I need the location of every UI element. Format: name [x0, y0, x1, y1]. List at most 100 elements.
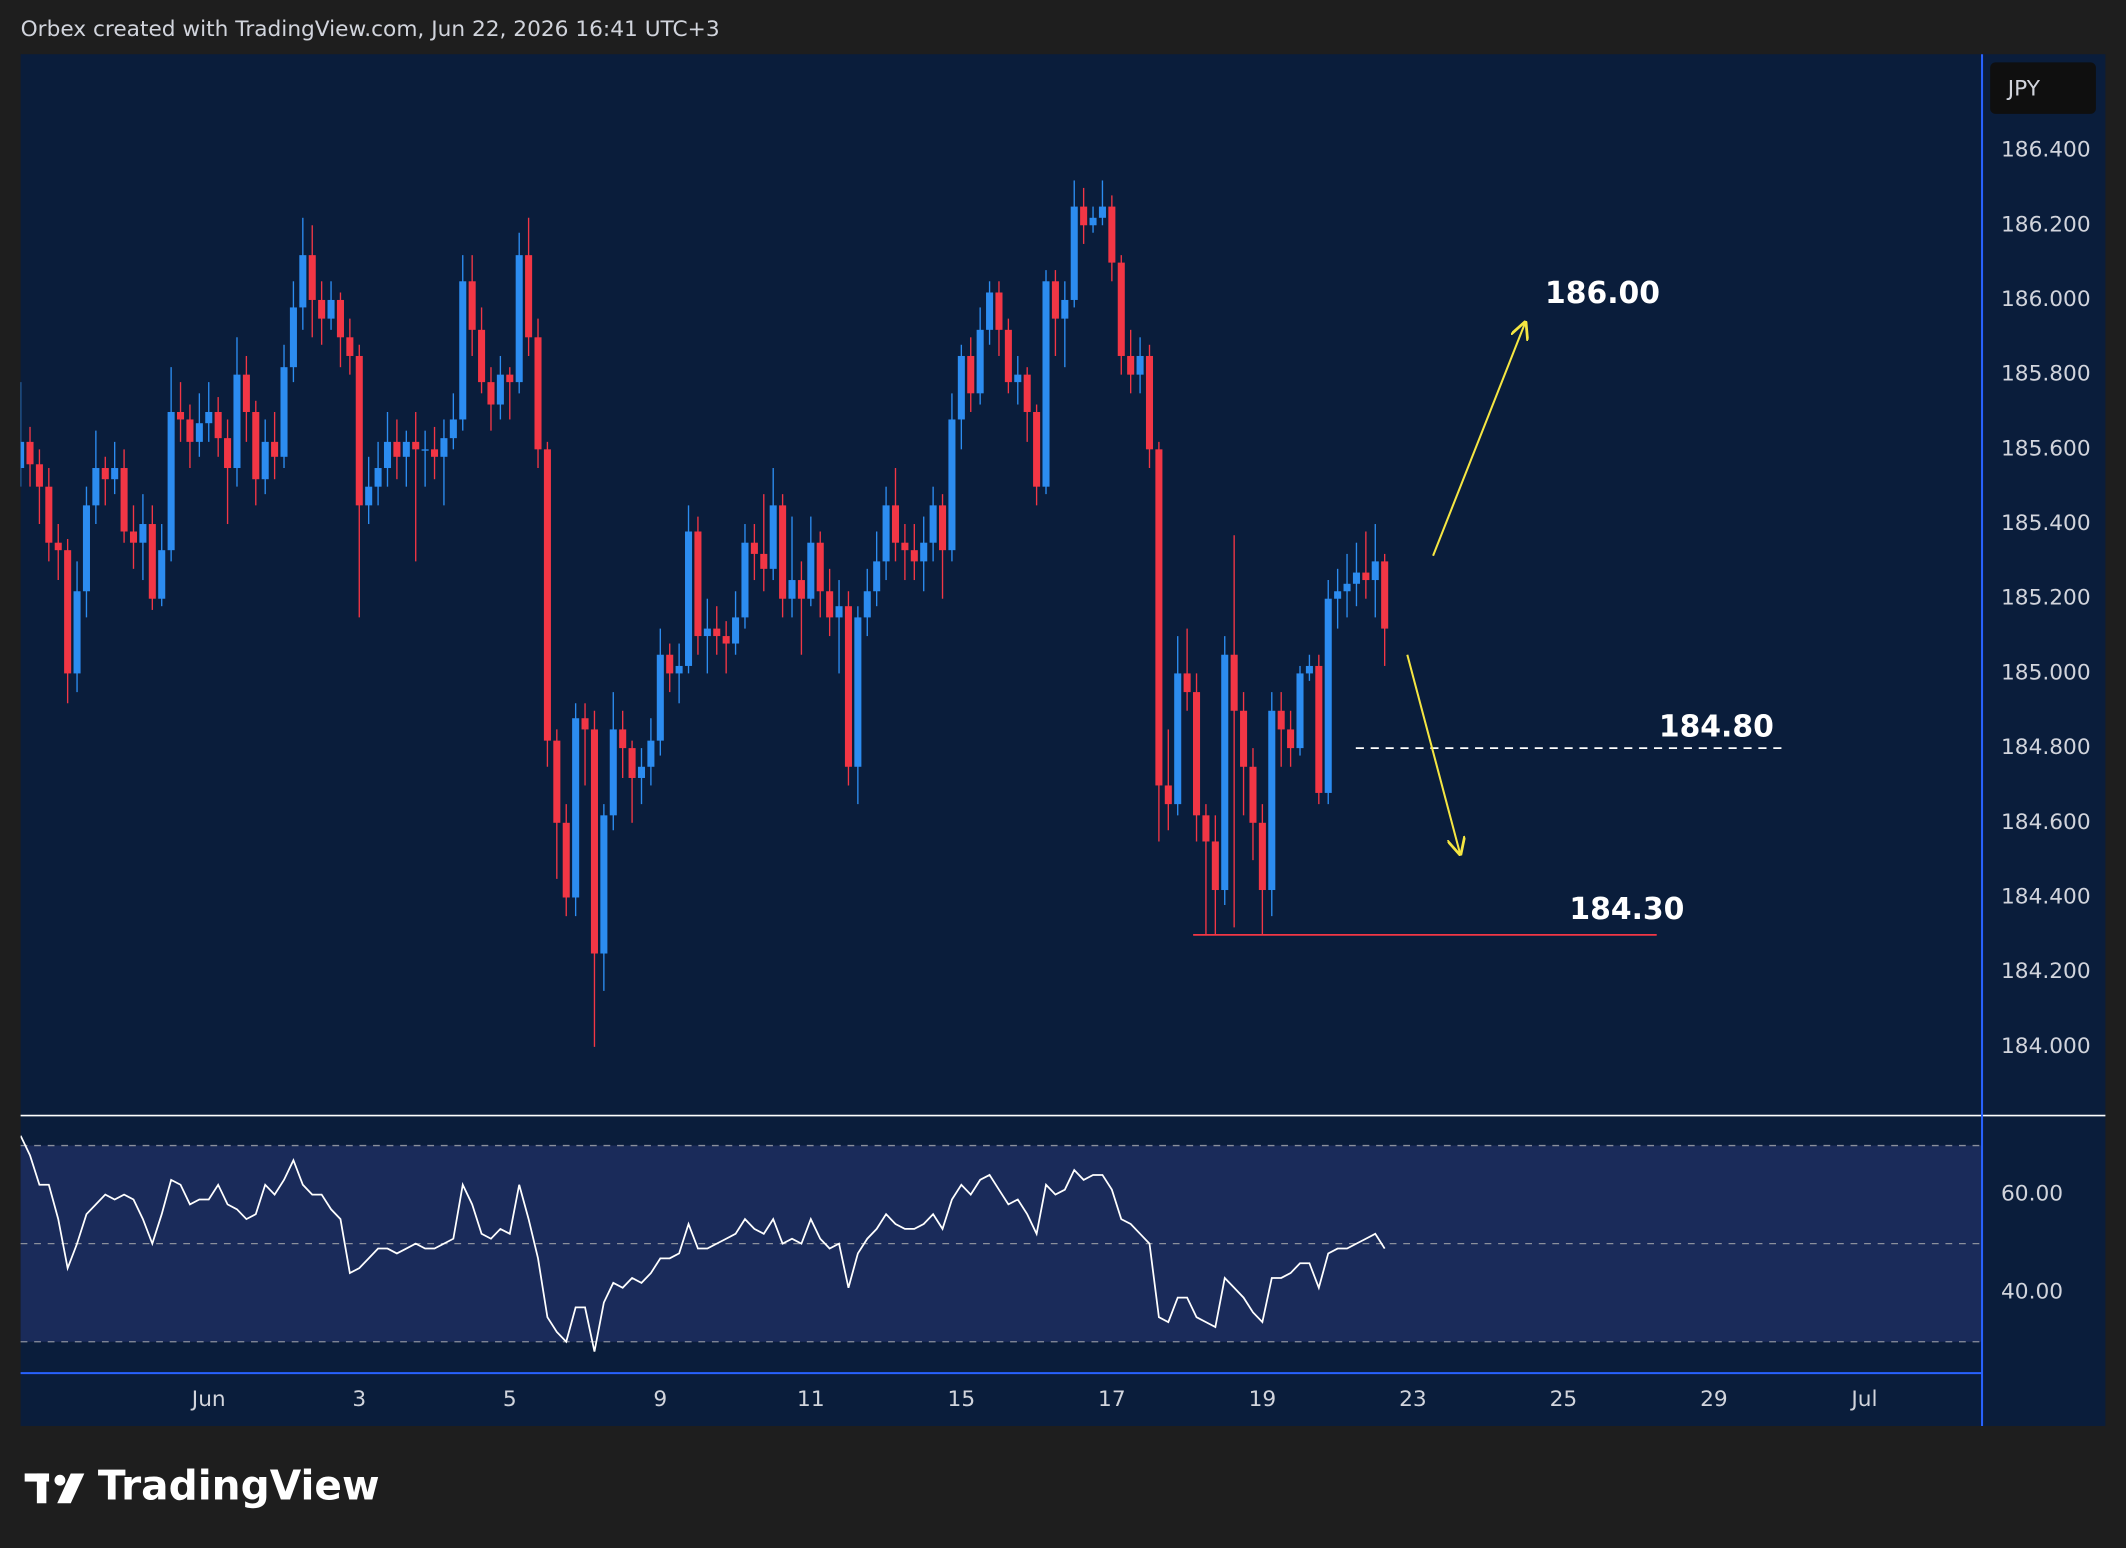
y-tick-label: 185.600: [2001, 436, 2091, 461]
candle-body: [459, 281, 467, 420]
candle-body: [957, 355, 965, 420]
candle-body: [54, 542, 62, 551]
candle-body: [242, 374, 250, 412]
candle-body: [835, 606, 843, 618]
candle-body: [1061, 299, 1069, 319]
y-tick-label: 184.800: [2001, 735, 2091, 760]
candle-body: [1230, 654, 1238, 711]
candle-body: [468, 281, 476, 330]
candle-body: [882, 505, 890, 562]
candle-body: [1305, 665, 1313, 674]
candle-body: [553, 740, 561, 823]
level-label: 184.80: [1659, 709, 1774, 744]
x-tick-label: 15: [948, 1387, 976, 1412]
candle-body: [393, 441, 401, 457]
candle-body: [901, 542, 909, 551]
candle-body: [64, 550, 72, 674]
candle-body: [1324, 598, 1332, 793]
candle-body: [769, 505, 777, 569]
candle-body: [412, 441, 420, 450]
candle-body: [590, 729, 598, 954]
candle-body: [656, 654, 664, 741]
x-tick-label: 25: [1550, 1387, 1578, 1412]
candle-body: [487, 382, 495, 405]
candle-body: [1315, 665, 1323, 793]
candle-body: [760, 553, 768, 569]
currency-box[interactable]: [1990, 62, 2096, 114]
candle-body: [167, 411, 175, 551]
candle-body: [732, 617, 740, 644]
candle-body: [1258, 822, 1266, 891]
rsi-tick-label: 60.00: [2001, 1182, 2063, 1207]
candle-body: [299, 255, 307, 308]
candle-body: [478, 329, 486, 383]
y-tick-label: 184.000: [2001, 1034, 2091, 1059]
candle-body: [1381, 561, 1389, 629]
candle-body: [1343, 583, 1351, 592]
candle-body: [224, 438, 232, 469]
rsi-pane: [20, 1144, 1983, 1343]
candle-body: [1023, 374, 1031, 412]
candle-body: [863, 591, 871, 618]
candle-body: [619, 729, 627, 749]
candle-body: [910, 550, 918, 562]
candle-body: [647, 740, 655, 767]
x-tick-label: 9: [653, 1387, 667, 1412]
candle-body: [308, 255, 316, 300]
candle-body: [1371, 561, 1379, 581]
arrow-down: [1406, 654, 1460, 854]
candle-body: [779, 505, 787, 599]
candle-body: [995, 292, 1003, 330]
rsi-tick-label: 40.00: [2001, 1280, 2063, 1305]
candle-body: [1042, 281, 1050, 487]
candle-body: [1014, 374, 1022, 383]
candle-body: [261, 441, 269, 480]
candle-body: [365, 486, 373, 506]
candle-body: [92, 468, 100, 506]
candle-body: [1145, 355, 1154, 450]
candle-body: [271, 441, 279, 457]
axes: 184.000 184.200 184.400 184.600 184.800 185.0…: [190, 138, 2091, 1413]
candle-body: [1202, 815, 1210, 842]
candle-body: [722, 636, 730, 644]
candle-body: [1033, 411, 1041, 487]
x-tick-label: 11: [797, 1387, 825, 1412]
candle-body: [572, 718, 580, 898]
candle-body: [1080, 206, 1088, 226]
candle-body: [816, 542, 824, 592]
candle-body: [986, 292, 994, 330]
candle-body: [449, 419, 457, 439]
candle-body: [1108, 206, 1116, 263]
candle-body: [929, 505, 937, 543]
candle-body: [675, 665, 683, 674]
candle-body: [327, 299, 335, 319]
candle-body: [214, 411, 222, 439]
x-tick-label: Jun: [190, 1387, 226, 1412]
candle-body: [1296, 673, 1304, 749]
candle-body: [1051, 281, 1059, 319]
x-tick-label: 19: [1249, 1387, 1277, 1412]
y-tick-label: 186.200: [2001, 212, 2091, 237]
candle-body: [421, 449, 429, 451]
candle-body: [205, 411, 213, 424]
candle-body: [807, 542, 815, 599]
brand-logo: [24, 1473, 85, 1504]
candle-body: [35, 464, 43, 487]
x-tick-label: 3: [352, 1387, 366, 1412]
candle-body: [383, 441, 392, 469]
brand-name: TradingView: [98, 1461, 380, 1509]
candle-body: [873, 561, 881, 592]
candle-body: [1183, 673, 1191, 693]
candle-body: [1174, 673, 1182, 805]
candle-body: [797, 580, 805, 599]
candle-body: [346, 337, 354, 356]
candle-body: [891, 505, 900, 543]
candle-body: [120, 468, 128, 532]
candle-body: [1098, 206, 1106, 218]
candle-body: [129, 531, 138, 543]
y-tick-label: 185.000: [2001, 660, 2091, 685]
logo-part: [57, 1473, 85, 1504]
currency-label[interactable]: JPY: [2006, 76, 2041, 101]
x-tick-label: 17: [1098, 1387, 1126, 1412]
